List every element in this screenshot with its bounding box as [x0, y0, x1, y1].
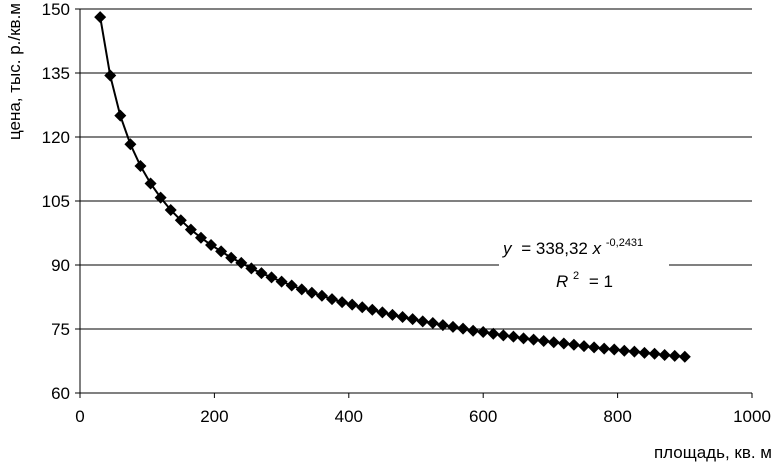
trendline-equation: y = 338,32 x -0,2431 R 2 = 1 [499, 229, 669, 297]
data-point [164, 203, 177, 216]
data-point [265, 271, 278, 284]
data-point [376, 306, 389, 319]
x-tick-label: 200 [200, 407, 228, 426]
data-point [527, 333, 540, 346]
r-squared-text: R 2 = 1 [556, 264, 613, 291]
equation-exponent: -0,2431 [606, 237, 643, 249]
data-point [114, 109, 127, 122]
equation-y-label: y [502, 239, 513, 258]
data-point [184, 223, 197, 236]
data-point [658, 349, 671, 362]
data-point [678, 350, 691, 363]
series [94, 11, 691, 363]
data-point [608, 343, 621, 356]
data-point [648, 347, 661, 360]
data-point [366, 303, 379, 316]
y-axis-title: цена, тыс. р./кв.м [5, 3, 24, 140]
y-tick-label: 75 [51, 320, 70, 339]
data-point [416, 315, 429, 328]
data-point [477, 325, 490, 338]
data-point [507, 330, 520, 343]
data-point [406, 313, 419, 326]
data-point [436, 319, 449, 332]
r-squared-label: R [556, 272, 568, 291]
r-squared-power: 2 [573, 270, 579, 282]
data-point [285, 279, 298, 292]
equation-body: = 338,32 [521, 239, 588, 258]
data-point [215, 245, 228, 258]
equation-background [499, 229, 669, 297]
x-tick-labels: 0 200 400 600 800 1000 [75, 393, 771, 426]
data-point [517, 332, 530, 345]
data-point [567, 338, 580, 351]
data-point [305, 286, 318, 299]
data-point [326, 293, 338, 306]
data-point [426, 317, 439, 330]
data-point [537, 334, 550, 347]
data-point [497, 329, 510, 342]
data-point [618, 344, 631, 357]
data-point [467, 324, 480, 337]
x-tick-label: 800 [603, 407, 631, 426]
data-point [194, 231, 207, 244]
y-tick-label: 60 [51, 384, 70, 403]
data-point [336, 296, 349, 309]
data-point [487, 327, 500, 340]
data-point [225, 251, 238, 264]
data-point [124, 138, 137, 151]
data-point [578, 340, 590, 353]
data-point [446, 320, 459, 333]
y-tick-labels: 60 75 90 105 120 135 150 [42, 0, 80, 403]
data-point [396, 311, 409, 324]
x-tick-label: 600 [469, 407, 497, 426]
data-point [628, 345, 641, 358]
data-point [154, 191, 167, 204]
data-point [104, 69, 117, 82]
series-line [99, 16, 685, 358]
data-point [557, 337, 570, 350]
data-point [598, 342, 611, 355]
x-tick-label: 1000 [733, 407, 771, 426]
x-tick-label: 400 [335, 407, 363, 426]
data-point [245, 262, 258, 275]
data-point [235, 256, 248, 269]
data-point [255, 267, 268, 280]
x-axis-title: площадь, кв. м [654, 443, 772, 462]
data-point [134, 160, 147, 173]
y-tick-label: 120 [42, 128, 70, 147]
data-point [295, 283, 308, 296]
data-point [457, 322, 470, 335]
data-point [205, 238, 218, 251]
data-point [94, 11, 107, 24]
data-point [346, 298, 359, 311]
data-point [588, 341, 601, 354]
y-tick-label: 90 [51, 256, 70, 275]
equation-text: y = 338,32 x -0,2431 [502, 237, 643, 258]
y-tick-label: 135 [42, 64, 70, 83]
y-tick-label: 150 [42, 0, 70, 19]
r-squared-value: = 1 [589, 272, 613, 291]
gridlines [80, 8, 752, 330]
data-point [275, 275, 288, 288]
data-point [144, 177, 157, 190]
equation-x-label: x [592, 239, 602, 258]
x-tick-label: 0 [75, 407, 84, 426]
data-point [386, 308, 399, 321]
y-tick-label: 105 [42, 192, 70, 211]
data-point [668, 349, 681, 362]
data-point [315, 289, 328, 302]
data-point [356, 301, 369, 314]
data-point [174, 214, 187, 227]
data-point [638, 346, 651, 359]
data-point [547, 336, 560, 349]
